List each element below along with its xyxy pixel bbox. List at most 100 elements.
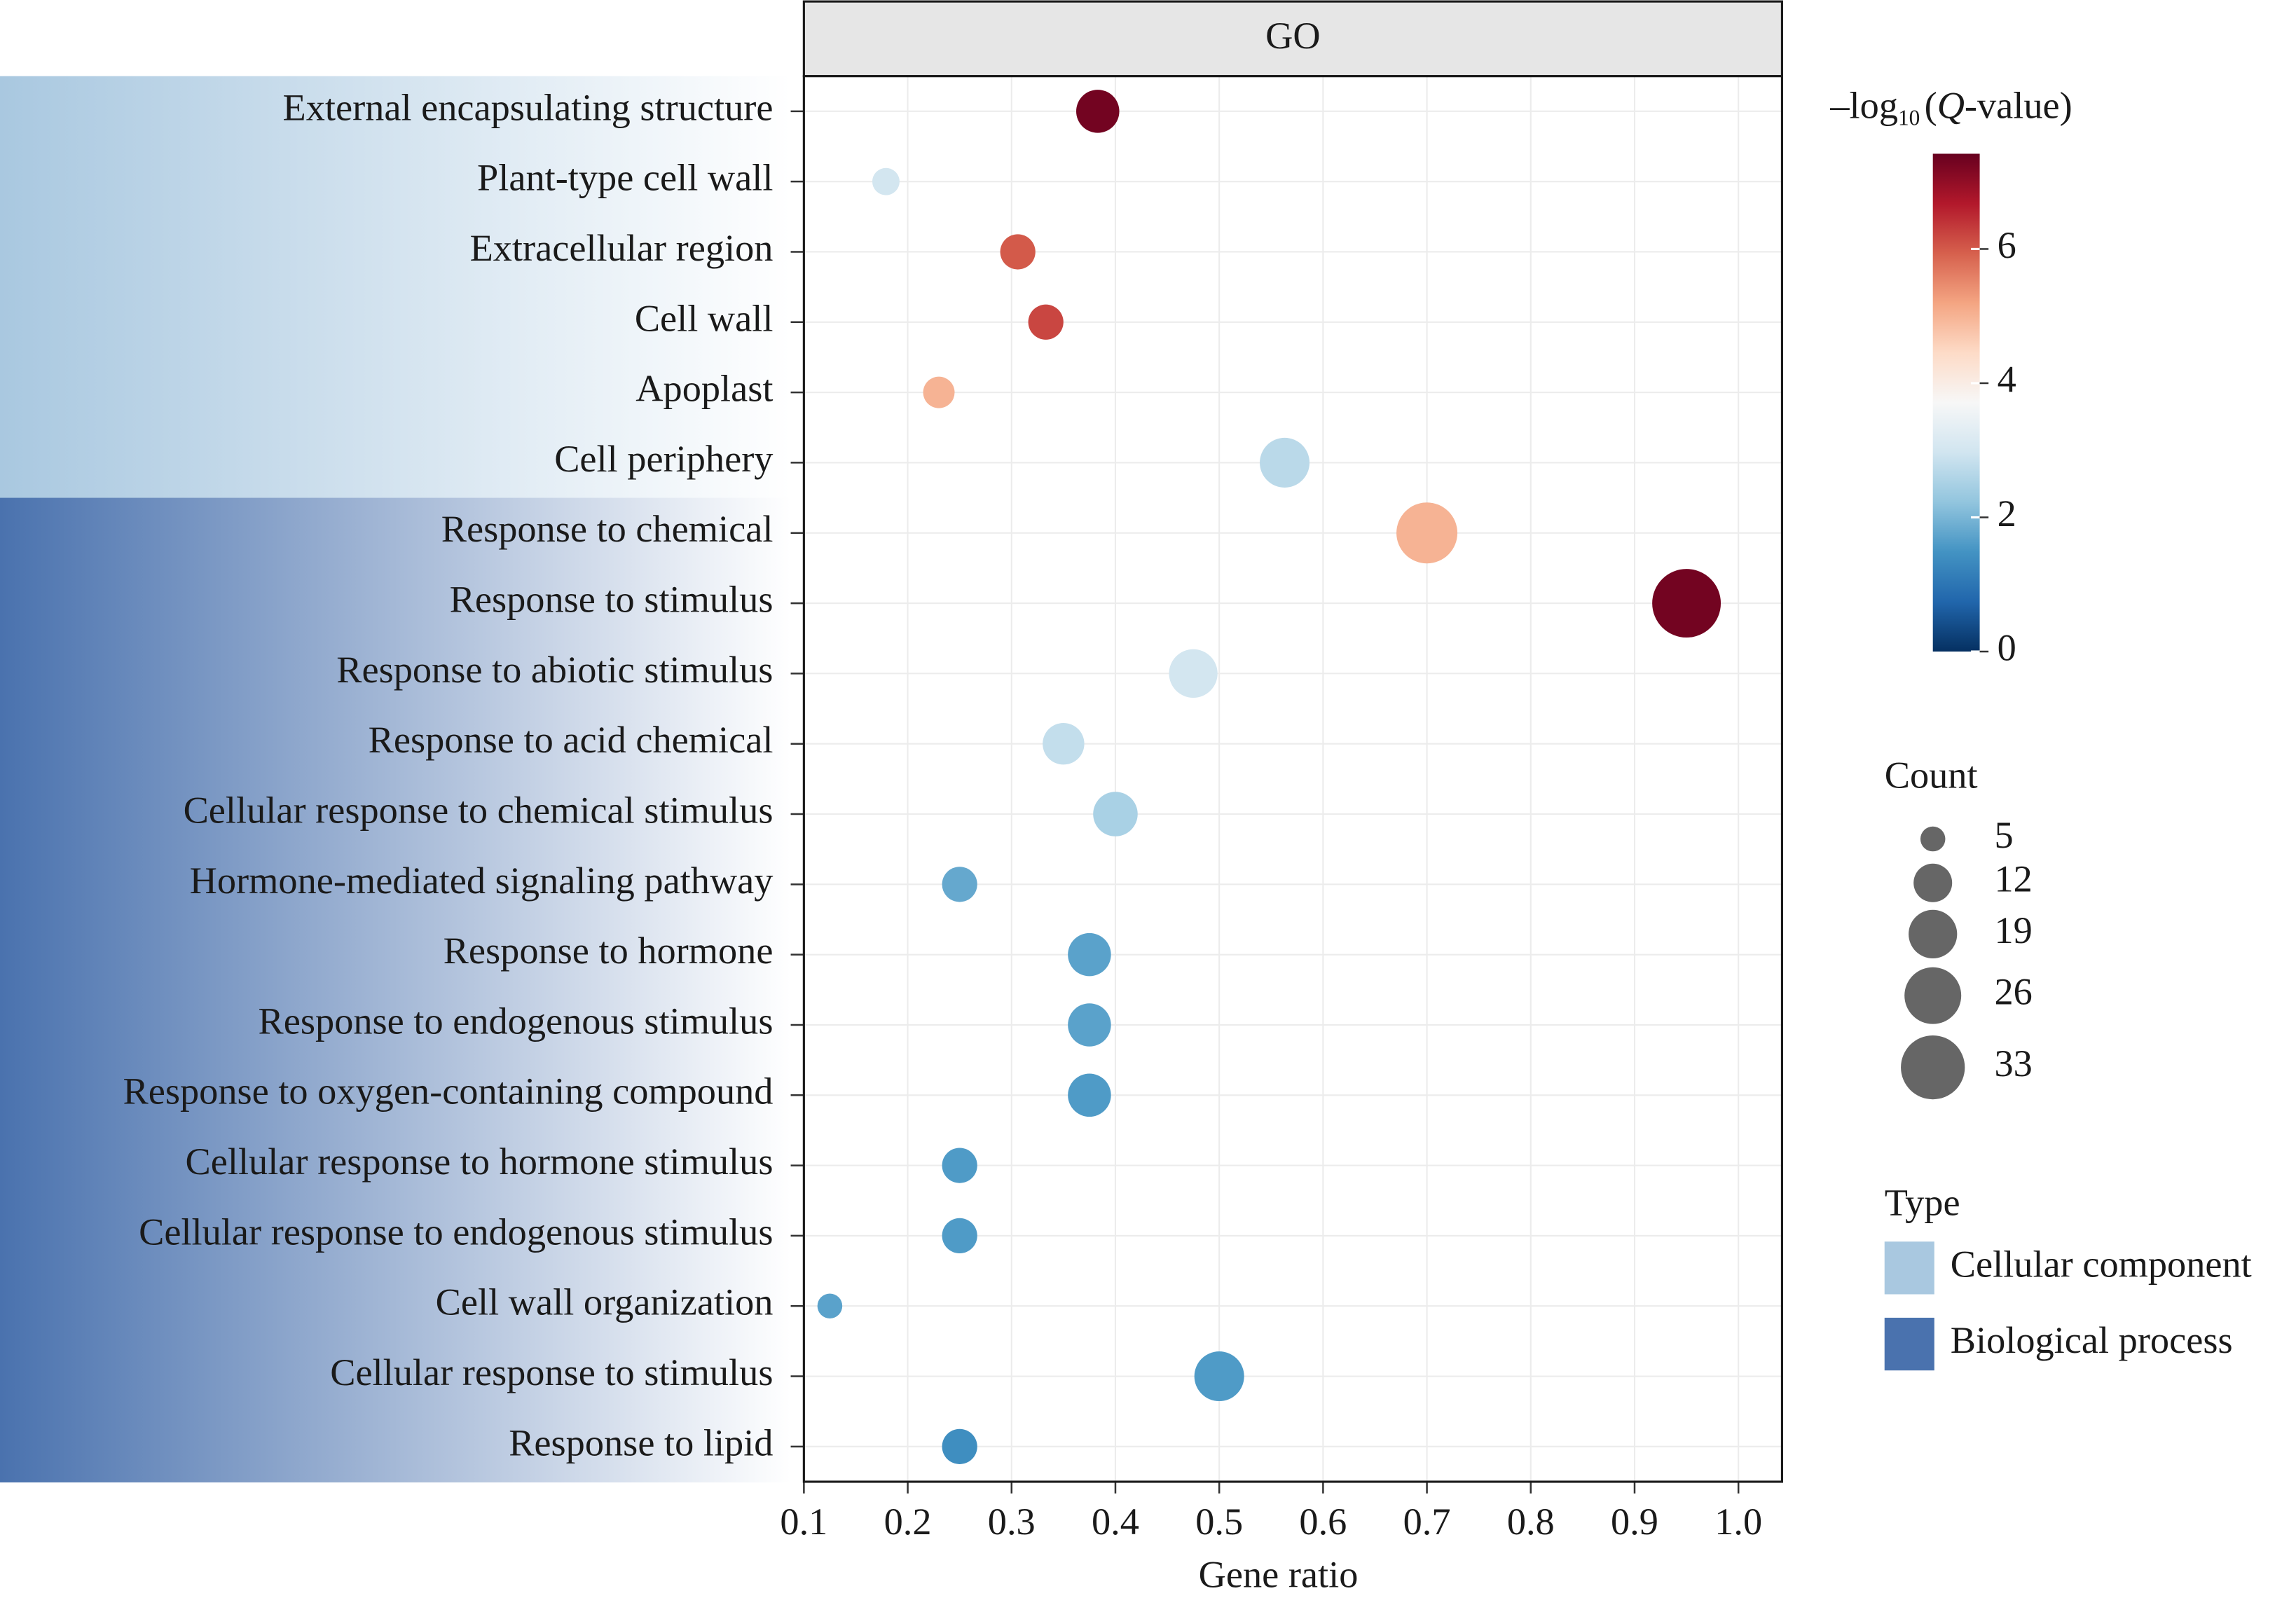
size-key (1913, 863, 1953, 902)
title-part: -value) (1965, 85, 2072, 127)
y-tick-label: Response to abiotic stimulus (336, 649, 773, 691)
type-band (0, 76, 791, 148)
bubble (1169, 649, 1218, 698)
bubble (942, 1218, 977, 1254)
type-band (0, 1411, 791, 1483)
type-band (0, 1341, 791, 1412)
bubble (1093, 792, 1138, 836)
x-tick-label: 0.2 (884, 1501, 932, 1543)
y-tick-label: Response to chemical (441, 508, 774, 550)
type-legend-title: Type (1885, 1182, 1960, 1224)
type-key-label: Biological process (1951, 1319, 2233, 1361)
bubble (942, 1428, 977, 1464)
size-key (1920, 826, 1946, 852)
panel-title: GO (1265, 15, 1320, 57)
x-tick-label: 0.8 (1507, 1501, 1555, 1543)
y-tick-label: Cellular response to stimulus (330, 1351, 773, 1393)
y-tick-label: Response to endogenous stimulus (259, 1000, 774, 1042)
size-key (1909, 909, 1958, 959)
bubble (1260, 437, 1310, 488)
bubble (1068, 1073, 1111, 1117)
size-key-label: 12 (1994, 858, 2032, 900)
type-band (0, 708, 791, 780)
colorbar-tick-label: 4 (1998, 358, 2016, 400)
bubble (1068, 1003, 1111, 1047)
bubble (1028, 304, 1064, 340)
type-band (0, 1130, 791, 1201)
title-part: –log (1829, 85, 1898, 127)
type-band (0, 216, 791, 288)
y-tick-label: Cell wall organization (436, 1281, 774, 1323)
bubble (1652, 569, 1721, 638)
size-key-label: 26 (1994, 971, 2032, 1013)
size-key (1904, 967, 1962, 1024)
y-tick-label: Cellular response to chemical stimulus (184, 789, 774, 831)
bubble (1396, 502, 1458, 564)
bubble (1000, 234, 1036, 270)
title-part: ( (1925, 85, 1937, 127)
panel-border (802, 75, 1784, 1483)
bubble (1043, 722, 1085, 765)
type-band (0, 1060, 791, 1131)
type-band (0, 427, 791, 499)
y-tick-label: Cellular response to endogenous stimulus (139, 1211, 773, 1253)
type-band (0, 989, 791, 1061)
type-band (0, 849, 791, 921)
bubble (1068, 932, 1111, 977)
type-band (0, 919, 791, 991)
y-tick-label: Plant-type cell wall (477, 157, 773, 199)
size-key-label: 33 (1994, 1042, 2032, 1084)
y-tick-label: Cell wall (635, 297, 774, 339)
bubble (942, 867, 977, 902)
y-tick-label: Response to stimulus (450, 579, 774, 621)
y-tick-label: Hormone-mediated signaling pathway (190, 860, 774, 902)
bubble (1076, 90, 1120, 133)
type-key (1884, 1241, 1934, 1295)
title-sub: 10 (1898, 106, 1920, 130)
y-tick-label: Extracellular region (470, 227, 774, 269)
type-key (1884, 1317, 1934, 1371)
x-tick-label: 0.7 (1403, 1501, 1451, 1543)
type-key-label: Cellular component (1951, 1243, 2252, 1285)
type-band (0, 146, 791, 218)
x-tick-label: 1.0 (1714, 1501, 1762, 1543)
type-band (0, 357, 791, 429)
bubble (817, 1293, 843, 1318)
bubble (1194, 1351, 1244, 1402)
y-tick-label: Apoplast (635, 368, 773, 410)
type-band (0, 497, 791, 569)
x-tick-label: 0.3 (988, 1501, 1036, 1543)
size-key (1901, 1035, 1965, 1100)
x-tick-label: 0.1 (780, 1501, 827, 1543)
type-band (0, 567, 791, 640)
x-tick-label: 0.9 (1611, 1501, 1658, 1543)
y-tick-label: Response to hormone (444, 930, 774, 972)
type-band (0, 1271, 791, 1342)
type-band (0, 778, 791, 850)
size-key-label: 19 (1994, 909, 2032, 951)
colorbar-tick-label: 6 (1998, 224, 2016, 266)
y-tick-label: Response to acid chemical (369, 719, 774, 761)
type-band (0, 638, 791, 710)
type-band (0, 287, 791, 358)
bubble (872, 167, 900, 195)
y-tick-label: Cellular response to hormone stimulus (186, 1141, 774, 1183)
y-tick-label: External encapsulating structure (283, 86, 774, 128)
size-legend-title: Count (1885, 754, 1978, 796)
colorbar-tick-label: 0 (1998, 626, 2016, 668)
size-key-label: 5 (1994, 814, 2013, 856)
colorbar (1932, 153, 1980, 652)
y-tick-label: Response to lipid (509, 1421, 773, 1463)
colorbar-title: –log10 (Q-value) (1829, 85, 2072, 130)
colorbar-tick-label: 2 (1998, 492, 2016, 535)
type-band (0, 1200, 791, 1272)
x-tick-label: 0.4 (1092, 1501, 1139, 1543)
x-tick-label: 0.5 (1195, 1501, 1243, 1543)
x-tick-label: 0.6 (1299, 1501, 1347, 1543)
bubble (923, 376, 955, 408)
bubble (942, 1148, 977, 1183)
strip (802, 0, 1784, 78)
x-axis-label: Gene ratio (1199, 1553, 1359, 1595)
